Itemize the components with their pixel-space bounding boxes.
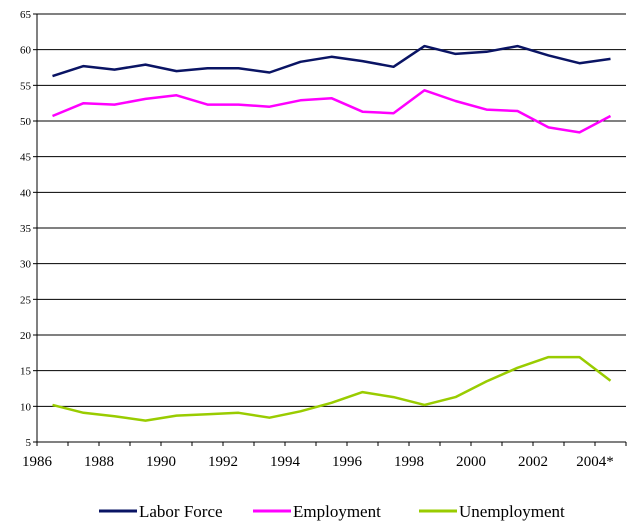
- y-tick-label: 40: [20, 187, 32, 199]
- y-tick-label: 20: [20, 330, 32, 342]
- x-tick-label: 2000: [456, 454, 486, 470]
- gridlines: [37, 13, 626, 407]
- y-tick-labels: 5 10 15 20 25 30 35 40 45 50 55 60 65: [20, 9, 32, 449]
- y-tick-label: 15: [20, 366, 32, 378]
- y-tick-label: 60: [20, 45, 32, 57]
- y-tick-label: 45: [20, 152, 32, 164]
- x-tick-labels: 1986 1988 1990 1992 1994 1996 1998 2000 2002 2004…: [22, 454, 614, 470]
- y-tick-label: 55: [20, 80, 32, 92]
- x-tick-label: 1998: [394, 454, 424, 470]
- x-tick-label: 1992: [208, 454, 238, 470]
- series-line-2: [52, 355, 612, 422]
- y-tick-label: 30: [20, 259, 32, 271]
- y-tick-label: 35: [20, 223, 32, 235]
- legend-label-1: Employment: [293, 502, 381, 521]
- y-tick-label: 5: [26, 437, 32, 449]
- x-tick-label: 1988: [84, 454, 114, 470]
- series-line-1: [52, 89, 612, 134]
- x-tick-label: 2002: [518, 454, 548, 470]
- y-tick-label: 10: [20, 401, 32, 413]
- legend-label-2: Unemployment: [459, 502, 565, 521]
- y-tick-label: 50: [20, 116, 32, 128]
- legend-label-0: Labor Force: [139, 502, 223, 521]
- x-tick-label: 1996: [332, 454, 363, 470]
- x-tick-label: 1994: [270, 454, 301, 470]
- x-tick-label: 1986: [22, 454, 53, 470]
- series-line-0: [52, 44, 611, 78]
- series-lines: [52, 44, 612, 422]
- x-tick-label: 2004*: [576, 454, 614, 470]
- x-tick-label: 1990: [146, 454, 176, 470]
- legend: Labor Force Employment Unemployment: [99, 502, 565, 521]
- axes: [33, 13, 627, 446]
- y-tick-label: 25: [20, 294, 32, 306]
- y-tick-label: 65: [20, 9, 32, 21]
